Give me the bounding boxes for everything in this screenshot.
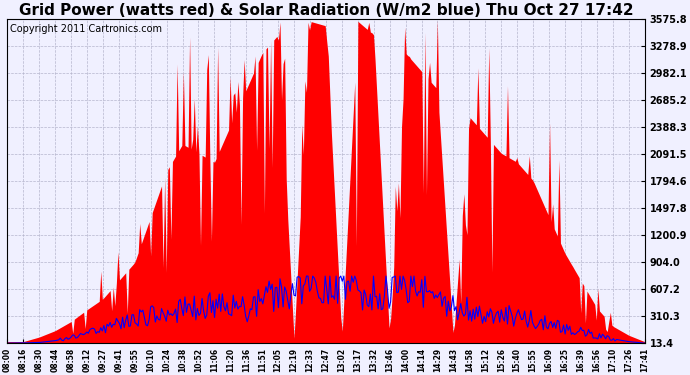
Title: Grid Power (watts red) & Solar Radiation (W/m2 blue) Thu Oct 27 17:42: Grid Power (watts red) & Solar Radiation… [19, 3, 633, 18]
Text: Copyright 2011 Cartronics.com: Copyright 2011 Cartronics.com [10, 24, 162, 34]
